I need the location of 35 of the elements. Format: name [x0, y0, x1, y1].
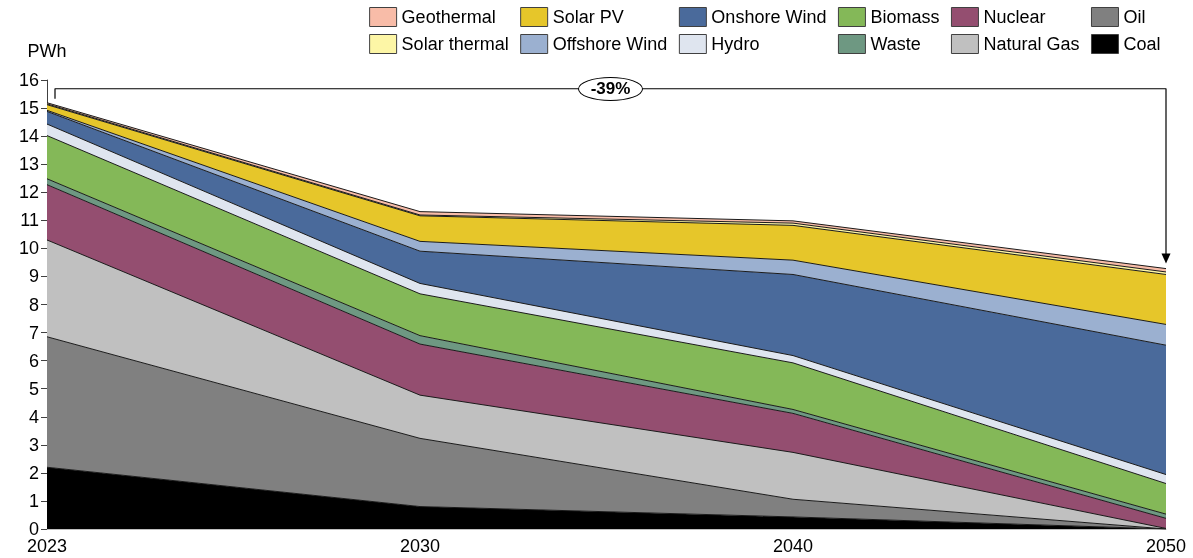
legend-label: Oil: [1123, 7, 1146, 27]
legend-label: Biomass: [870, 7, 940, 27]
legend-label: Offshore Wind: [552, 34, 668, 54]
x-tick-label: 2030: [399, 536, 441, 556]
x-tick-label: 2050: [1145, 536, 1187, 556]
y-tick-label: 6: [28, 350, 39, 371]
y-tick-label: 2: [28, 462, 39, 483]
y-tick-label: 8: [28, 294, 39, 315]
annotation: -39%: [590, 78, 631, 99]
legend-label: Natural Gas: [983, 34, 1080, 54]
legend-label: Nuclear: [983, 7, 1046, 27]
y-tick-label: 13: [18, 154, 39, 175]
legend-label: Geothermal: [401, 7, 496, 27]
y-tick-label: 5: [28, 378, 39, 399]
y-axis-title: PWh: [27, 41, 67, 61]
y-tick-label: 11: [20, 210, 39, 231]
x-tick-label: 2040: [772, 536, 814, 556]
y-tick-label: 3: [28, 434, 39, 455]
y-tick-label: 10: [18, 238, 39, 259]
y-tick-label: 14: [18, 126, 39, 147]
legend-label: Onshore Wind: [711, 7, 827, 27]
legend-label: Hydro: [711, 34, 760, 54]
y-tick-label: 15: [18, 98, 39, 119]
y-tick-label: 7: [28, 322, 39, 343]
legend-label: Waste: [870, 34, 921, 54]
legend-label: Solar thermal: [401, 34, 509, 54]
legend-label: Solar PV: [552, 7, 624, 27]
y-tick-label: 0: [28, 519, 39, 539]
y-tick-label: 9: [28, 266, 39, 287]
y-tick-label: 16: [18, 70, 39, 90]
x-tick-label: 2023: [26, 536, 68, 556]
y-tick-label: 12: [18, 182, 39, 203]
y-tick-label: 4: [28, 406, 39, 427]
y-tick-label: 1: [28, 490, 39, 511]
legend-label: Coal: [1123, 34, 1161, 54]
